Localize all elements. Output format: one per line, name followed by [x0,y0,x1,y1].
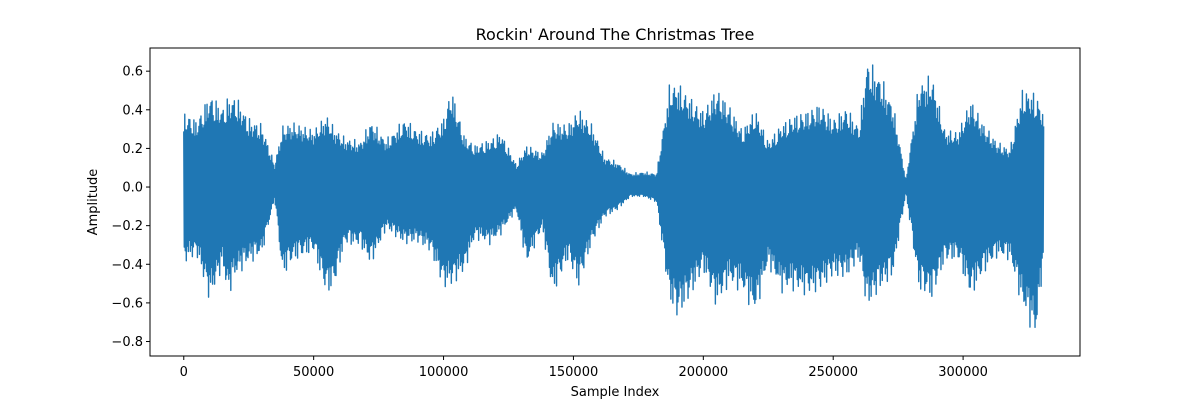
waveform-series-line [183,64,1045,329]
chart-title: Rockin' Around The Christmas Tree [476,25,755,44]
y-tick-label: −0.4 [111,258,143,273]
y-tick-label: −0.2 [111,219,143,234]
x-axis-label: Sample Index [571,385,660,400]
x-tick-label: 300000 [938,365,988,380]
x-tick-label: 250000 [808,365,858,380]
x-axis: 0 50000 100000 150000 200000 250000 300000 [180,356,988,380]
y-tick-label: 0.2 [122,142,143,157]
plot-area [183,64,1045,329]
x-tick-label: 150000 [549,365,599,380]
x-tick-label: 200000 [679,365,729,380]
x-tick-label: 0 [180,365,188,380]
y-tick-label: −0.8 [111,335,143,350]
axes-frame [149,47,1081,357]
y-axis-label: Amplitude [86,169,101,236]
y-tick-label: 0.0 [122,181,143,196]
y-axis: −0.8 −0.6 −0.4 −0.2 0.0 0.2 0.4 0.6 [111,65,150,350]
x-tick-label: 100000 [419,365,469,380]
x-tick-label: 50000 [293,365,334,380]
y-tick-label: 0.6 [122,65,143,80]
y-tick-label: 0.4 [122,103,143,118]
y-tick-label: −0.6 [111,296,143,311]
